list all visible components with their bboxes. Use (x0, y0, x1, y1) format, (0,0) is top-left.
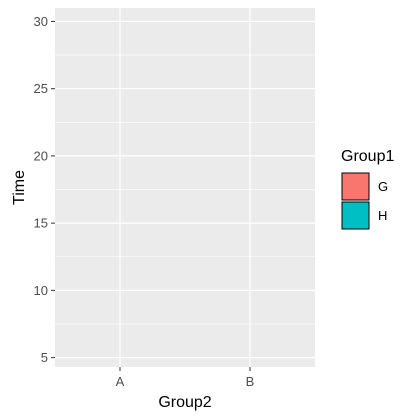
legend-title: Group1 (341, 148, 394, 165)
minor-gridlines (55, 54, 315, 325)
y-tick-label: 20 (34, 148, 48, 163)
x-tick-label: A (116, 374, 125, 389)
legend: Group1 GH (341, 148, 394, 230)
x-tick-label: B (246, 374, 255, 389)
y-tick-label: 30 (34, 14, 48, 29)
legend-label-h: H (378, 208, 387, 223)
legend-label-g: G (378, 179, 388, 194)
x-axis-title: Group2 (158, 394, 211, 411)
legend-key-h (341, 201, 370, 230)
y-axis-title: Time (11, 170, 28, 205)
y-axis: 5 10 15 20 25 30 (34, 14, 55, 365)
y-tick-label: 10 (34, 283, 48, 298)
plot-panel (55, 8, 315, 367)
major-gridlines (55, 8, 315, 367)
y-tick-label: 15 (34, 216, 48, 231)
y-tick-label: 25 (34, 81, 48, 96)
legend-key-g (341, 172, 370, 201)
y-tick-label: 5 (41, 350, 48, 365)
